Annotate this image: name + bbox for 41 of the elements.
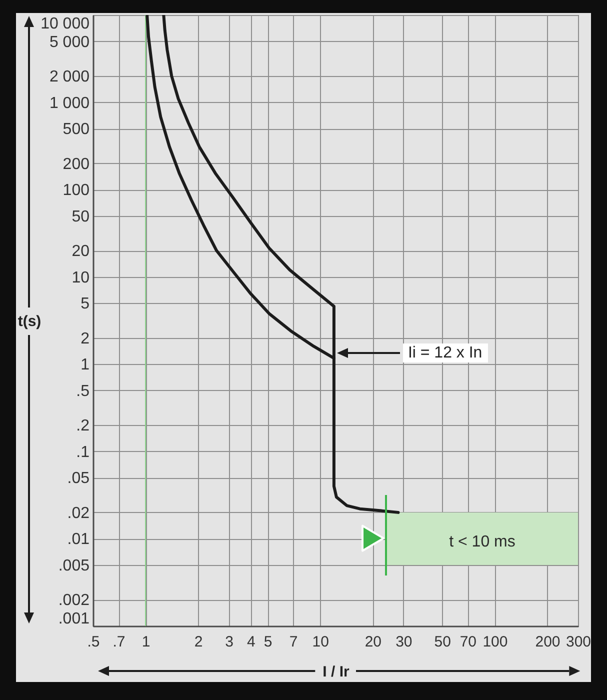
y-tick-label: 2 (80, 330, 90, 348)
y-tick-label: .01 (67, 531, 90, 548)
y-tick-label: 10 (72, 269, 90, 286)
x-tick-label: 300 (566, 634, 592, 650)
x-tick-label: 2 (194, 634, 203, 650)
x-tick-label: .7 (112, 634, 126, 650)
y-tick-label: .002 (58, 592, 90, 610)
y-tick-label: .1 (76, 444, 90, 461)
y-tick-label: 5 (80, 296, 90, 313)
y-axis-title: t(s) (18, 313, 42, 330)
y-tick-label: 200 (62, 156, 90, 173)
x-tick-label: 20 (364, 634, 382, 650)
x-tick-label: 5 (264, 634, 272, 650)
x-tick-label: 100 (482, 634, 508, 650)
x-tick-label: 7 (289, 634, 298, 650)
y-tick-label: .001 (58, 610, 90, 628)
y-tick-label: 20 (72, 243, 90, 260)
y-tick-label: 10 000 (40, 16, 90, 32)
x-tick-label: 200 (535, 634, 560, 650)
x-tick-label: 1 (142, 634, 150, 650)
y-tick-label: 50 (72, 208, 90, 226)
y-tick-label: .5 (76, 382, 90, 400)
y-tick-label: .2 (76, 418, 90, 435)
x-tick-label: 50 (434, 634, 451, 650)
y-tick-label: 5 000 (49, 34, 90, 51)
y-tick-label: .05 (67, 470, 90, 488)
x-tick-label: 70 (460, 634, 477, 650)
y-tick-label: 1 000 (49, 94, 90, 112)
y-tick-label: 2 000 (49, 68, 90, 86)
x-tick-label: 10 (312, 634, 329, 650)
y-tick-label: .02 (67, 504, 90, 522)
x-tick-label: 30 (396, 634, 412, 650)
annotation: t < 10 ms (449, 532, 516, 552)
y-tick-label: 1 (80, 356, 90, 374)
annotation: Ii = 12 x In (402, 344, 488, 363)
x-tick-label: 3 (225, 634, 234, 650)
y-tick-label: 100 (62, 182, 90, 200)
x-tick-label: 4 (246, 634, 256, 650)
x-axis-title: I / Ir (322, 664, 350, 680)
y-tick-label: 500 (62, 121, 90, 138)
y-tick-label: .005 (58, 557, 90, 574)
